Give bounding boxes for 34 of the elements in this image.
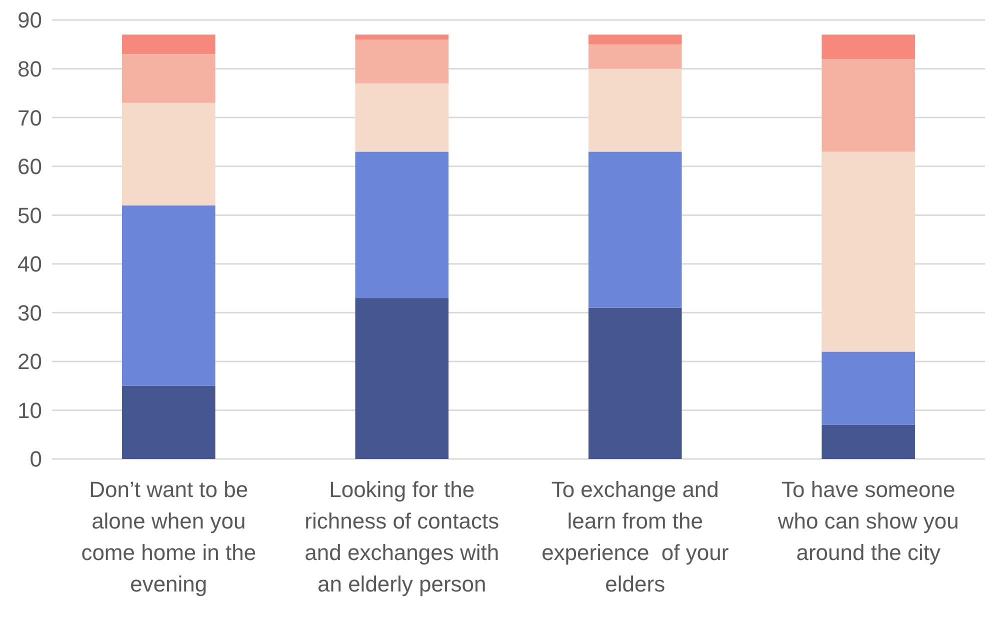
bar bbox=[122, 205, 216, 386]
bar bbox=[355, 298, 449, 459]
bar bbox=[822, 152, 916, 352]
bar bbox=[122, 54, 216, 103]
bar bbox=[822, 352, 916, 425]
bar bbox=[122, 34, 216, 54]
bar bbox=[355, 152, 449, 298]
x-tick-label: To exchange and learn from the experience of your elders bbox=[542, 477, 729, 596]
bar bbox=[588, 44, 682, 69]
bar bbox=[355, 83, 449, 152]
y-tick-label: 50 bbox=[18, 202, 42, 228]
bar bbox=[588, 308, 682, 459]
y-tick-label: 40 bbox=[18, 252, 42, 277]
x-tick-label: Don’t want to be alone when you come home in the evening bbox=[81, 477, 256, 596]
bar bbox=[822, 59, 916, 152]
bar bbox=[822, 424, 916, 459]
y-tick-label: 80 bbox=[18, 56, 42, 82]
y-tick-label: 30 bbox=[18, 300, 42, 326]
bar bbox=[588, 68, 682, 152]
bar bbox=[122, 386, 216, 459]
y-tick-label: 20 bbox=[18, 349, 42, 374]
y-tick-label: 90 bbox=[18, 8, 42, 33]
bar bbox=[822, 34, 916, 60]
bar bbox=[588, 152, 682, 308]
y-tick-label: 0 bbox=[30, 446, 42, 472]
x-tick-label: To have someone who can show you around the city bbox=[776, 477, 959, 565]
bar bbox=[588, 34, 682, 44]
x-tick-label: Looking for the richness of contacts and exchanges with an elderly person bbox=[304, 477, 500, 596]
y-tick-label: 70 bbox=[18, 105, 42, 130]
bar bbox=[355, 34, 449, 40]
bar bbox=[355, 40, 449, 84]
y-tick-label: 10 bbox=[18, 398, 42, 423]
y-tick-label: 60 bbox=[18, 154, 42, 180]
bar bbox=[122, 102, 216, 206]
